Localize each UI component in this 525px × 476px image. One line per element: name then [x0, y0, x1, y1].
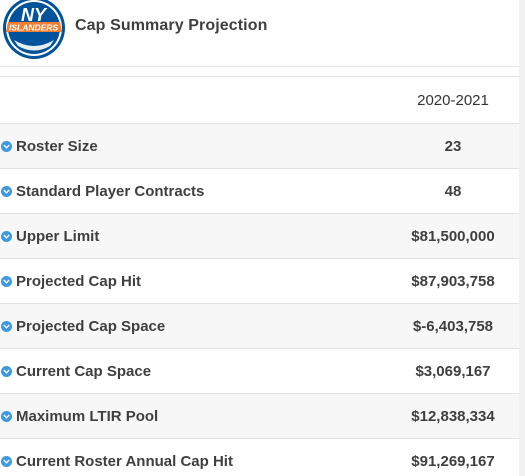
column-header-season: 2020-2021 — [308, 76, 519, 124]
row-value: 23 — [308, 123, 519, 169]
row-value: $-6,403,758 — [308, 303, 519, 349]
table-row: Projected Cap Space $-6,403,758 — [0, 303, 519, 349]
row-label: Standard Player Contracts — [16, 182, 205, 200]
logo-letters: NY — [21, 5, 48, 25]
row-value: $91,269,167 — [308, 438, 519, 476]
chevron-down-icon[interactable] — [1, 455, 12, 467]
chevron-down-icon[interactable] — [1, 320, 12, 332]
row-label: Current Roster Annual Cap Hit — [16, 452, 233, 470]
table-row: Maximum LTIR Pool $12,838,334 — [0, 393, 519, 439]
table-row: Standard Player Contracts 48 — [0, 168, 519, 214]
table-row: Projected Cap Hit $87,903,758 — [0, 258, 519, 304]
row-value: $12,838,334 — [308, 393, 519, 439]
card-header: NY ISLANDERS Cap Summary Projection — [0, 0, 525, 67]
row-label: Roster Size — [16, 137, 98, 155]
scroll-edge — [519, 0, 525, 476]
table-header-row: 2020-2021 — [0, 76, 519, 124]
row-label: Upper Limit — [16, 227, 100, 245]
row-label: Projected Cap Hit — [16, 272, 142, 290]
table-row-highlighted: Current Cap Space $3,069,167 — [0, 348, 519, 394]
table-row: Upper Limit $81,500,000 — [0, 213, 519, 259]
chevron-down-icon[interactable] — [1, 365, 12, 377]
islanders-logo: NY ISLANDERS — [3, 0, 65, 59]
row-label: Current Cap Space — [16, 362, 152, 380]
row-label: Maximum LTIR Pool — [16, 407, 159, 425]
row-value: $3,069,167 — [308, 348, 519, 394]
table-row: Current Roster Annual Cap Hit $91,269,16… — [0, 438, 519, 476]
row-value: $81,500,000 — [308, 213, 519, 259]
chevron-down-icon[interactable] — [1, 275, 12, 287]
cap-summary-table: 2020-2021 Roster Size 23 Standard Player… — [0, 76, 519, 476]
row-value: $87,903,758 — [308, 258, 519, 304]
chevron-down-icon[interactable] — [1, 230, 12, 242]
chevron-down-icon[interactable] — [1, 140, 12, 152]
chevron-down-icon[interactable] — [1, 410, 12, 422]
page-title: Cap Summary Projection — [75, 17, 268, 34]
row-label: Projected Cap Space — [16, 317, 166, 335]
logo-band-text: ISLANDERS — [9, 23, 58, 33]
chevron-down-icon[interactable] — [1, 185, 12, 197]
row-value: 48 — [308, 168, 519, 214]
table-row: Roster Size 23 — [0, 123, 519, 169]
column-header-label — [0, 76, 308, 124]
